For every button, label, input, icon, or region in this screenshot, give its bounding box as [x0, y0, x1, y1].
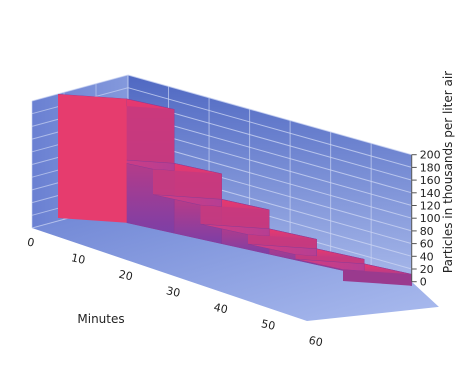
step-riser-2 [200, 205, 270, 229]
x-tick-label-5: 50 [260, 317, 276, 333]
y-tick-label-8: 160 [420, 174, 441, 187]
x-tick-label-0: 0 [26, 235, 36, 249]
y-tick-label-2: 40 [420, 250, 434, 263]
y-tick-label-7: 140 [420, 187, 441, 200]
step-start-cap [58, 94, 127, 223]
y-tick-label-6: 120 [420, 200, 441, 213]
y-axis-title: Particles in thousands per liter air [441, 71, 455, 273]
y-tick-label-3: 60 [420, 238, 434, 251]
y-tick-label-4: 80 [420, 225, 434, 238]
y-tick-label-9: 180 [420, 161, 441, 174]
data-steps [57, 93, 412, 287]
gridline-y-5 [127, 138, 412, 219]
step-riser-4 [295, 254, 365, 264]
y-tick-label-0: 0 [420, 276, 427, 289]
step-riser-1 [153, 169, 222, 200]
gridline-y-8 [127, 99, 412, 181]
x-axis-title: Minutes [77, 312, 124, 326]
gridline-y-10 [127, 74, 412, 156]
floor [32, 202, 439, 321]
gridline-left-10 [31, 74, 129, 102]
y-tick-label-1: 20 [420, 263, 434, 276]
x-tick-label-4: 40 [213, 301, 229, 317]
step-5 [295, 258, 412, 287]
x-tick-label-6: 60 [308, 334, 324, 350]
x-tick-label-1: 10 [70, 251, 86, 267]
step-end-5 [343, 269, 412, 286]
y-tick-label-5: 100 [420, 212, 441, 225]
gridline-y-7 [127, 112, 412, 194]
y-tick-label-10: 200 [420, 149, 441, 162]
x-tick-label-3: 30 [165, 284, 181, 300]
x-tick-label-2: 20 [118, 268, 134, 284]
gridline-y-6 [127, 125, 412, 206]
gridline-y-9 [127, 87, 412, 168]
